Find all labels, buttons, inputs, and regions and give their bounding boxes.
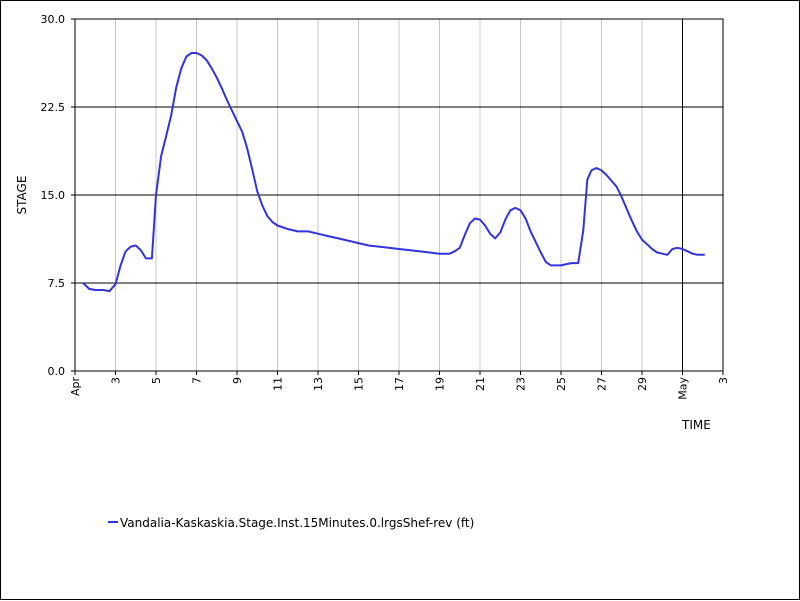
legend-label: Vandalia-Kaskaskia.Stage.Inst.15Minutes.… <box>120 516 474 530</box>
y-tick-label: 30.0 <box>41 13 66 26</box>
x-tick-label: 23 <box>515 377 528 391</box>
x-tick-label: 3 <box>110 377 123 384</box>
x-tick-label: 11 <box>272 377 285 391</box>
x-tick-label: 19 <box>434 377 447 391</box>
horizontal-gridlines <box>75 106 723 284</box>
x-tick-label: 27 <box>596 377 609 391</box>
x-tick-label: 9 <box>231 377 244 384</box>
y-tick-label: 15.0 <box>41 189 66 202</box>
x-tick-label: 21 <box>474 377 487 391</box>
x-axis-title: TIME <box>681 418 711 432</box>
legend: Vandalia-Kaskaskia.Stage.Inst.15Minutes.… <box>108 516 474 530</box>
x-tick-label: Apr <box>69 377 82 397</box>
x-tick-label: 13 <box>312 377 325 391</box>
x-tick-label: 3 <box>717 377 730 384</box>
series-line <box>82 52 705 293</box>
y-tick-label: 22.5 <box>41 101 66 114</box>
y-tick-label: 0.0 <box>48 365 66 378</box>
x-tick-label: 17 <box>393 377 406 391</box>
x-tick-label: 25 <box>555 377 568 391</box>
x-tick-label: 7 <box>191 377 204 384</box>
y-axis-title: STAGE <box>15 176 29 215</box>
y-axis-ticks: 0.0 7.5 15.0 22.5 30.0 <box>41 13 75 378</box>
x-tick-label: 5 <box>150 377 163 384</box>
x-axis-ticks: Apr 3 5 7 9 11 13 15 17 19 21 23 25 27 29 May 3 <box>69 371 730 400</box>
series-layer <box>82 52 705 293</box>
x-tick-label: 29 <box>636 377 649 391</box>
x-tick-label: May <box>677 377 690 400</box>
x-tick-label: 15 <box>353 377 366 391</box>
y-tick-label: 7.5 <box>48 277 66 290</box>
